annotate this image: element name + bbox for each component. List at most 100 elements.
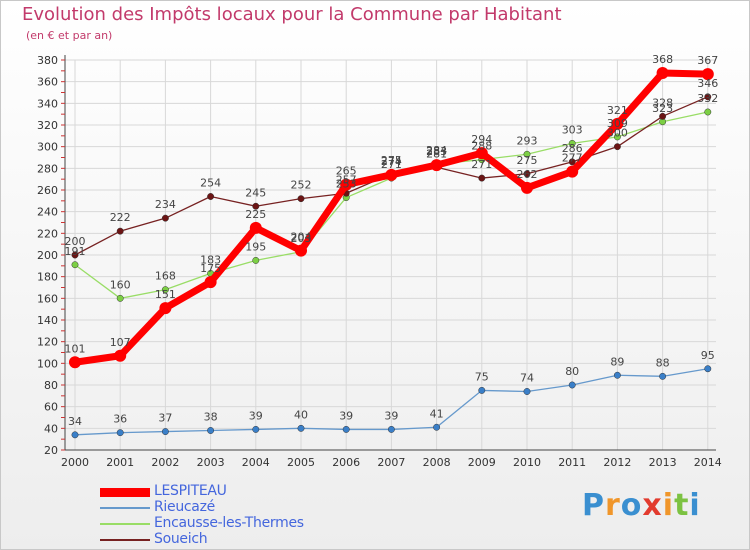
data-label: 284 xyxy=(426,144,447,157)
data-point xyxy=(161,214,169,222)
data-point xyxy=(342,425,350,433)
data-point xyxy=(297,195,305,203)
logo-letter: P xyxy=(582,488,605,523)
chart-title: Evolution des Impôts locaux pour la Comm… xyxy=(22,4,562,25)
data-point xyxy=(659,372,667,380)
data-label: 328 xyxy=(652,96,673,109)
data-point xyxy=(568,381,576,389)
data-point xyxy=(204,276,217,289)
data-label: 271 xyxy=(381,158,402,171)
legend-label: Encausse-les-Thermes xyxy=(154,515,304,531)
data-point xyxy=(613,371,621,379)
data-point xyxy=(704,365,712,373)
data-point xyxy=(566,165,579,178)
data-point xyxy=(340,178,353,191)
data-label: 89 xyxy=(610,355,624,368)
x-tick-label: 2009 xyxy=(468,456,496,469)
x-tick-label: 2002 xyxy=(151,456,179,469)
data-label: 183 xyxy=(200,253,221,266)
data-label: 323 xyxy=(652,102,673,115)
x-tick-label: 2001 xyxy=(106,456,134,469)
data-label: 234 xyxy=(155,198,176,211)
data-label: 40 xyxy=(294,408,308,421)
data-label: 346 xyxy=(697,77,718,90)
y-tick-label: 160 xyxy=(37,292,58,305)
logo-letter: x xyxy=(642,488,663,523)
data-label: 200 xyxy=(65,235,86,248)
logo-letter: r xyxy=(605,488,621,523)
data-label: 277 xyxy=(562,152,583,165)
data-label: 88 xyxy=(656,356,670,369)
data-label: 275 xyxy=(381,154,402,167)
y-tick-label: 60 xyxy=(44,401,58,414)
data-label: 281 xyxy=(426,147,447,160)
data-label: 41 xyxy=(430,407,444,420)
data-label: 275 xyxy=(517,154,538,167)
data-label: 75 xyxy=(475,370,489,383)
data-point xyxy=(523,150,531,158)
data-label: 254 xyxy=(200,177,221,190)
data-label: 257 xyxy=(336,173,357,186)
data-label: 367 xyxy=(697,54,718,67)
x-tick-label: 2000 xyxy=(61,456,89,469)
legend-swatch xyxy=(100,523,150,525)
legend-label: Rieucazé xyxy=(154,499,215,515)
data-label: 95 xyxy=(701,349,715,362)
data-label: 245 xyxy=(245,186,266,199)
y-tick-label: 380 xyxy=(37,54,58,67)
data-point xyxy=(613,133,621,141)
x-tick-label: 2004 xyxy=(242,456,270,469)
x-tick-label: 2010 xyxy=(513,456,541,469)
data-label: 283 xyxy=(426,145,447,158)
data-label: 368 xyxy=(652,53,673,66)
data-point xyxy=(252,202,260,210)
x-tick-label: 2003 xyxy=(197,456,225,469)
data-label: 175 xyxy=(200,262,221,275)
data-label: 39 xyxy=(384,409,398,422)
data-point xyxy=(295,244,307,257)
data-point xyxy=(659,112,667,120)
data-label: 222 xyxy=(110,211,131,224)
data-label: 265 xyxy=(336,165,357,178)
y-tick-label: 320 xyxy=(37,119,58,132)
y-tick-label: 40 xyxy=(44,422,58,435)
data-point xyxy=(656,67,669,79)
x-tick-label: 2005 xyxy=(287,456,315,469)
data-point xyxy=(433,423,441,431)
data-label: 107 xyxy=(110,336,131,349)
y-tick-label: 220 xyxy=(37,227,58,240)
series-lines xyxy=(69,67,714,439)
x-tick-label: 2012 xyxy=(603,456,631,469)
data-point xyxy=(523,170,531,178)
data-point xyxy=(69,356,81,369)
data-label: 252 xyxy=(291,179,312,192)
data-label: 204 xyxy=(291,231,312,244)
data-label: 151 xyxy=(155,288,176,301)
data-label: 294 xyxy=(471,133,492,146)
y-tick-label: 80 xyxy=(44,379,58,392)
data-label: 309 xyxy=(607,117,628,130)
chart-subtitle: (en € et par an) xyxy=(26,29,113,42)
data-label: 74 xyxy=(520,372,534,385)
data-point xyxy=(252,425,260,433)
legend-swatch xyxy=(100,539,150,541)
data-label: 286 xyxy=(562,142,583,155)
data-label: 39 xyxy=(339,409,353,422)
y-tick-label: 260 xyxy=(37,184,58,197)
y-tick-label: 200 xyxy=(37,249,58,262)
data-point xyxy=(475,147,488,160)
data-label: 271 xyxy=(471,158,492,171)
y-tick-label: 100 xyxy=(37,357,58,370)
legend-swatch xyxy=(100,488,150,497)
data-label: 288 xyxy=(471,140,492,153)
y-tick-label: 360 xyxy=(37,76,58,89)
data-label: 300 xyxy=(607,127,628,140)
data-point xyxy=(430,159,443,172)
logo-letter: t xyxy=(674,488,690,523)
x-tick-label: 2007 xyxy=(377,456,405,469)
data-point xyxy=(207,427,215,434)
data-point xyxy=(249,221,262,234)
data-point xyxy=(71,431,79,439)
legend-label: LESPITEAU xyxy=(154,483,227,499)
